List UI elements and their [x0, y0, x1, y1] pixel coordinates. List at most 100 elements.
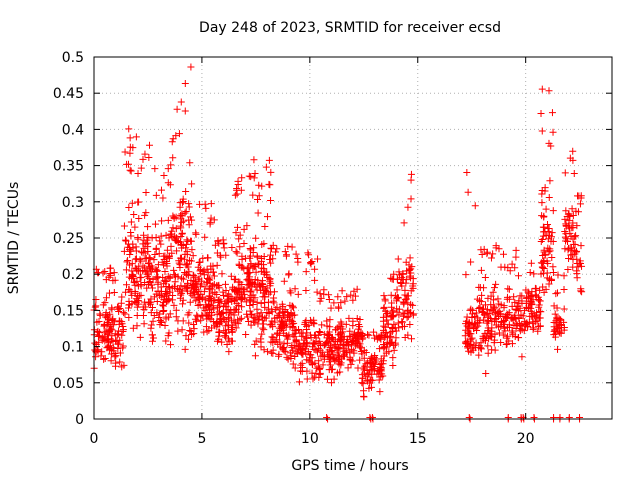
data-point	[349, 296, 357, 304]
data-point	[173, 237, 181, 245]
data-point	[538, 127, 546, 135]
data-point	[122, 288, 130, 296]
data-point	[177, 211, 185, 219]
data-point	[210, 305, 218, 313]
data-point	[142, 209, 150, 217]
data-point	[245, 318, 253, 326]
data-point	[195, 275, 203, 283]
data-point	[202, 301, 210, 309]
data-point	[235, 301, 243, 309]
data-point	[464, 328, 472, 336]
data-point	[219, 303, 227, 311]
data-point	[500, 250, 508, 258]
data-point	[329, 351, 337, 359]
data-point	[395, 268, 403, 276]
data-point	[393, 295, 401, 303]
data-point	[381, 333, 389, 341]
data-point	[246, 245, 254, 253]
data-point	[201, 283, 209, 291]
data-point	[123, 160, 131, 168]
data-point	[129, 273, 137, 281]
data-point	[538, 199, 546, 207]
data-point	[130, 278, 138, 286]
data-point	[161, 322, 169, 330]
data-point	[552, 330, 560, 338]
data-point	[567, 251, 575, 259]
data-point	[360, 354, 368, 362]
data-point	[377, 335, 385, 343]
data-point	[326, 344, 334, 352]
data-point	[134, 235, 142, 243]
data-point	[179, 195, 187, 203]
data-point	[129, 144, 137, 152]
data-point	[392, 334, 400, 342]
data-point	[389, 354, 397, 362]
data-point	[185, 216, 193, 224]
data-point	[528, 288, 536, 296]
data-point	[260, 326, 268, 334]
data-point	[298, 359, 306, 367]
data-point	[503, 340, 511, 348]
data-point	[151, 251, 159, 259]
data-point	[179, 275, 187, 283]
data-point	[246, 254, 254, 262]
data-point	[399, 312, 407, 320]
data-point	[148, 303, 156, 311]
data-point	[149, 334, 157, 342]
data-point	[301, 318, 309, 326]
data-point	[549, 237, 557, 245]
data-point	[165, 234, 173, 242]
data-point	[332, 326, 340, 334]
data-point	[366, 357, 374, 365]
data-point	[196, 200, 204, 208]
data-point	[187, 257, 195, 265]
data-point	[263, 213, 271, 221]
data-point	[380, 292, 388, 300]
data-point	[160, 307, 168, 315]
data-point	[529, 325, 537, 333]
data-point	[267, 259, 275, 267]
data-point	[527, 304, 535, 312]
data-point	[406, 254, 414, 262]
data-point	[526, 269, 534, 277]
data-point	[185, 200, 193, 208]
data-point	[92, 302, 100, 310]
data-point	[182, 244, 190, 252]
chart-title: Day 248 of 2023, SRMTID for receiver ecs…	[199, 20, 501, 36]
data-point	[283, 353, 291, 361]
data-point	[125, 313, 133, 321]
data-point	[271, 318, 279, 326]
data-point	[215, 308, 223, 316]
data-point	[389, 324, 397, 332]
data-point	[231, 306, 239, 314]
data-point	[480, 305, 488, 313]
data-point	[547, 277, 555, 285]
data-point	[407, 265, 415, 273]
data-point	[492, 280, 500, 288]
data-point	[197, 270, 205, 278]
data-point	[146, 141, 154, 149]
data-point	[289, 360, 297, 368]
data-point	[232, 248, 240, 256]
data-point	[557, 316, 565, 324]
data-point	[573, 222, 581, 230]
data-point	[569, 156, 577, 164]
data-point	[208, 324, 216, 332]
data-point	[528, 312, 536, 320]
data-point	[384, 320, 392, 328]
data-point	[260, 346, 268, 354]
data-point	[254, 209, 262, 217]
data-point	[337, 318, 345, 326]
data-point	[464, 323, 472, 331]
data-point	[371, 351, 379, 359]
data-point	[512, 246, 520, 254]
data-point	[404, 203, 412, 211]
data-point	[552, 290, 560, 298]
data-point	[254, 196, 262, 204]
data-point	[184, 311, 192, 319]
data-point	[567, 244, 575, 252]
data-point	[266, 251, 274, 259]
data-point	[302, 268, 310, 276]
data-point	[207, 200, 215, 208]
data-point	[309, 339, 317, 347]
